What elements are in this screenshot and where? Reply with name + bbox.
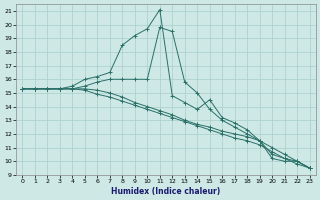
X-axis label: Humidex (Indice chaleur): Humidex (Indice chaleur): [111, 187, 221, 196]
